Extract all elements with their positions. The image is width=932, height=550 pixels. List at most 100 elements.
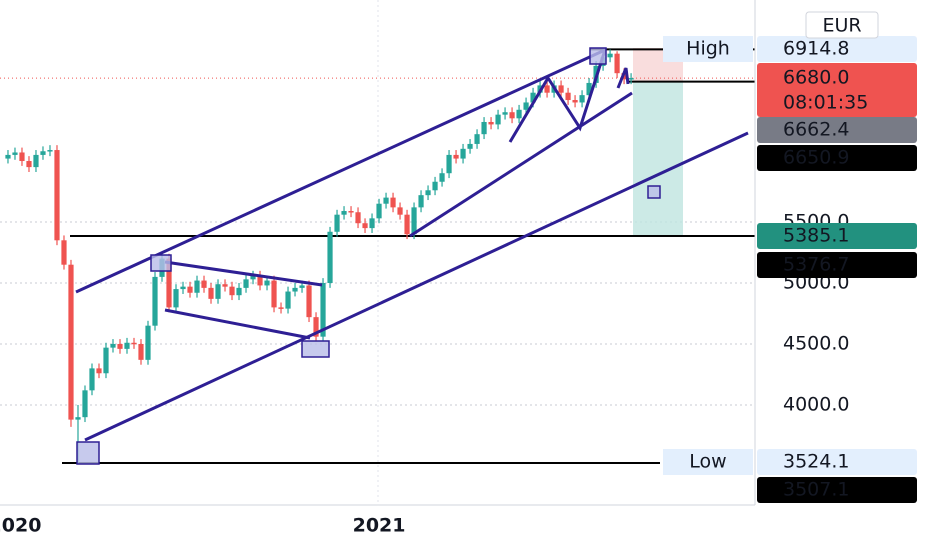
candle-body: [390, 197, 396, 208]
candle-body: [579, 95, 585, 103]
candle-body: [257, 275, 263, 286]
candle-body: [425, 190, 431, 196]
candle-body: [201, 280, 207, 288]
drawings: [75, 47, 749, 465]
countdown: 08:01:35: [783, 92, 868, 114]
candle-body: [607, 53, 613, 58]
candle-body: [285, 291, 291, 309]
price-badge: [757, 223, 917, 249]
candle-body: [236, 287, 242, 296]
marker-box: [589, 47, 607, 65]
candle-body: [313, 317, 319, 337]
candle-body: [495, 114, 501, 125]
candle-body: [208, 287, 214, 299]
candle-body: [572, 100, 578, 103]
candle-body: [124, 342, 130, 349]
candle-body: [544, 85, 550, 93]
zigzag: [616, 67, 630, 89]
price-label: 6680.0: [783, 67, 849, 89]
candle-body: [26, 161, 32, 168]
candle-body: [565, 92, 571, 101]
level-name-box: [663, 449, 753, 475]
candle-body: [516, 109, 522, 119]
y-tick-label: 4500.0: [783, 332, 849, 354]
grid: [0, 221, 755, 406]
candle-body: [467, 143, 473, 149]
candle-body: [271, 280, 277, 308]
level-name-box: [663, 36, 753, 62]
candle-body: [68, 264, 74, 420]
candle-body: [397, 207, 403, 215]
trend-line: [84, 131, 749, 442]
candle-body: [103, 347, 109, 374]
candle-body: [411, 207, 417, 235]
candle-body: [292, 287, 298, 292]
candle-body: [187, 286, 193, 293]
price-badge: [757, 449, 917, 475]
level-name: High: [686, 38, 730, 60]
price-label: 6662.4: [783, 119, 849, 141]
candle-body: [341, 211, 347, 215]
price-badge: [757, 117, 917, 143]
target-zone: [633, 82, 683, 236]
price-label: 6914.8: [783, 38, 849, 60]
candle-body: [509, 112, 515, 119]
candle-body: [306, 285, 312, 318]
candle-body: [404, 214, 410, 235]
candle-body: [54, 150, 60, 241]
candle-body: [488, 121, 494, 125]
price-label: 5385.1: [783, 225, 849, 247]
candle-body: [47, 150, 53, 152]
x-tick-label: 2021: [353, 515, 406, 537]
trend-line: [409, 91, 633, 238]
marker-box: [647, 185, 661, 199]
trend-line: [75, 48, 606, 294]
candles: [5, 49, 634, 464]
candle-body: [460, 148, 466, 159]
candle-body: [418, 195, 424, 208]
candle-body: [166, 258, 172, 308]
candle-body: [138, 343, 144, 360]
price-label: 3524.1: [783, 451, 849, 473]
candle-body: [19, 152, 25, 162]
candle-body: [481, 121, 487, 135]
marker-box: [150, 254, 172, 272]
candle-body: [278, 307, 284, 309]
candle-body: [152, 276, 158, 326]
candle-body: [96, 368, 102, 374]
candle-body: [33, 154, 39, 168]
candle-body: [229, 286, 235, 296]
price-badge: [757, 477, 917, 503]
axis-labels: 4000.04500.05000.05500.0202020216914.8Hi…: [0, 36, 917, 537]
candle-body: [355, 212, 361, 224]
candle-body: [264, 280, 270, 286]
candle-body: [474, 134, 480, 144]
candle-body: [348, 211, 354, 213]
candle-body: [194, 280, 200, 293]
candle-body: [5, 154, 11, 159]
candle-body: [243, 279, 249, 288]
candle-body: [117, 343, 123, 349]
candle-body: [40, 151, 46, 155]
marker-box: [301, 340, 330, 358]
zigzag: [508, 49, 607, 143]
candle-body: [61, 240, 67, 265]
candle-body: [530, 92, 536, 103]
candle-body: [383, 197, 389, 204]
candle-body: [432, 181, 438, 191]
candle-body: [110, 343, 116, 348]
currency: EUR: [822, 15, 861, 37]
price-badge: [757, 145, 917, 171]
flag-line: [164, 308, 311, 340]
candle-body: [439, 173, 445, 182]
candle-body: [369, 218, 375, 229]
candle-body: [502, 112, 508, 115]
candle-body: [558, 85, 564, 93]
price-label: 5376.7: [783, 254, 849, 276]
candle-body: [82, 390, 88, 418]
candle-body: [586, 82, 592, 96]
candle-body: [320, 282, 326, 337]
candle-body: [222, 284, 228, 287]
